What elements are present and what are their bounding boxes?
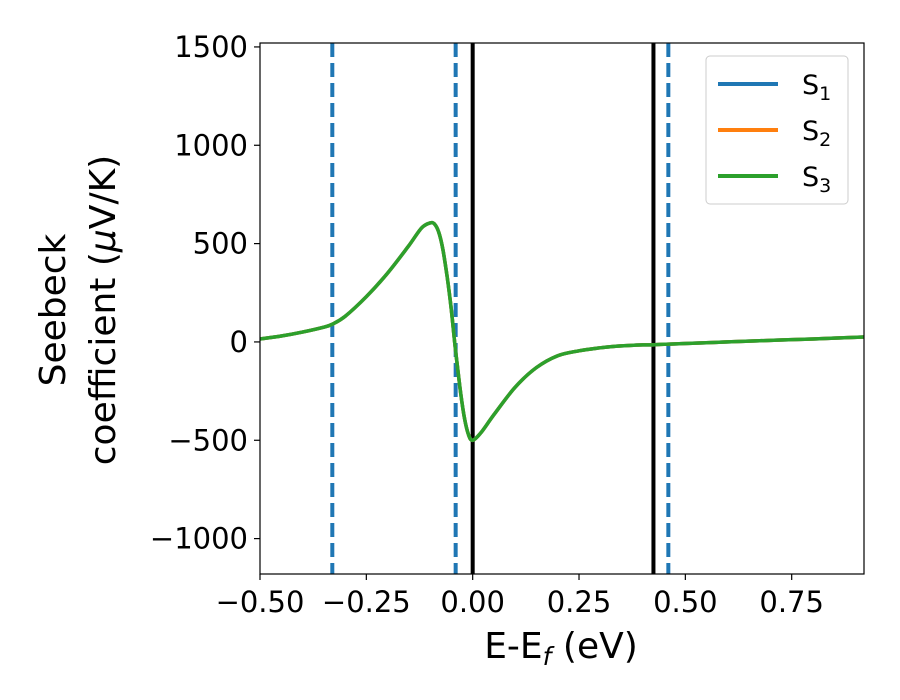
series-line-2 (259, 220, 865, 443)
legend-label-2: S2 (802, 116, 831, 151)
plot-marks (259, 43, 865, 574)
y-tick-label: 1500 (174, 30, 248, 64)
x-tick-label: −0.50 (216, 585, 305, 619)
plot-frame (259, 42, 865, 575)
y-tick-label: 0 (230, 325, 248, 359)
y-axis: −1000 −500 0 500 1000 1500 (150, 30, 260, 556)
legend-label-3: S3 (802, 162, 831, 197)
x-axis-label: E-Ef (eV) (484, 626, 638, 671)
y-axis-label-line2: coefficient (μV/K) (83, 155, 124, 465)
y-axis-label-line1: Seebeck (33, 233, 74, 386)
y-tick-label: −500 (168, 423, 248, 457)
x-tick-label: 0.75 (759, 585, 824, 619)
y-tick-label: 500 (193, 227, 248, 261)
y-tick-label: 1000 (174, 128, 248, 162)
series-line-1 (259, 220, 865, 443)
x-tick-label: 0.00 (440, 585, 505, 619)
x-tick-label: 0.50 (653, 585, 718, 619)
x-tick-label: 0.25 (547, 585, 612, 619)
y-tick-label: −1000 (150, 522, 248, 556)
x-axis: −0.50 −0.25 0.00 0.25 0.50 0.75 (216, 574, 824, 619)
series-line-3 (259, 220, 865, 443)
x-tick-label: −0.25 (322, 585, 411, 619)
legend: S1 S2 S3 (705, 55, 849, 205)
legend-label-1: S1 (802, 70, 831, 105)
